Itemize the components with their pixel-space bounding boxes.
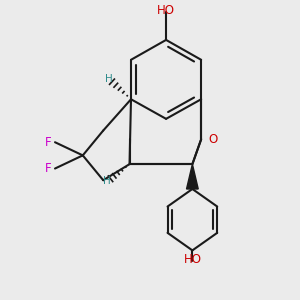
Text: HO: HO [157,4,175,16]
Text: F: F [45,162,52,175]
Text: F: F [45,136,52,149]
Text: HO: HO [183,253,201,266]
Text: O: O [208,133,218,146]
Polygon shape [187,164,198,189]
Text: H: H [105,74,112,84]
Text: H: H [103,176,111,186]
